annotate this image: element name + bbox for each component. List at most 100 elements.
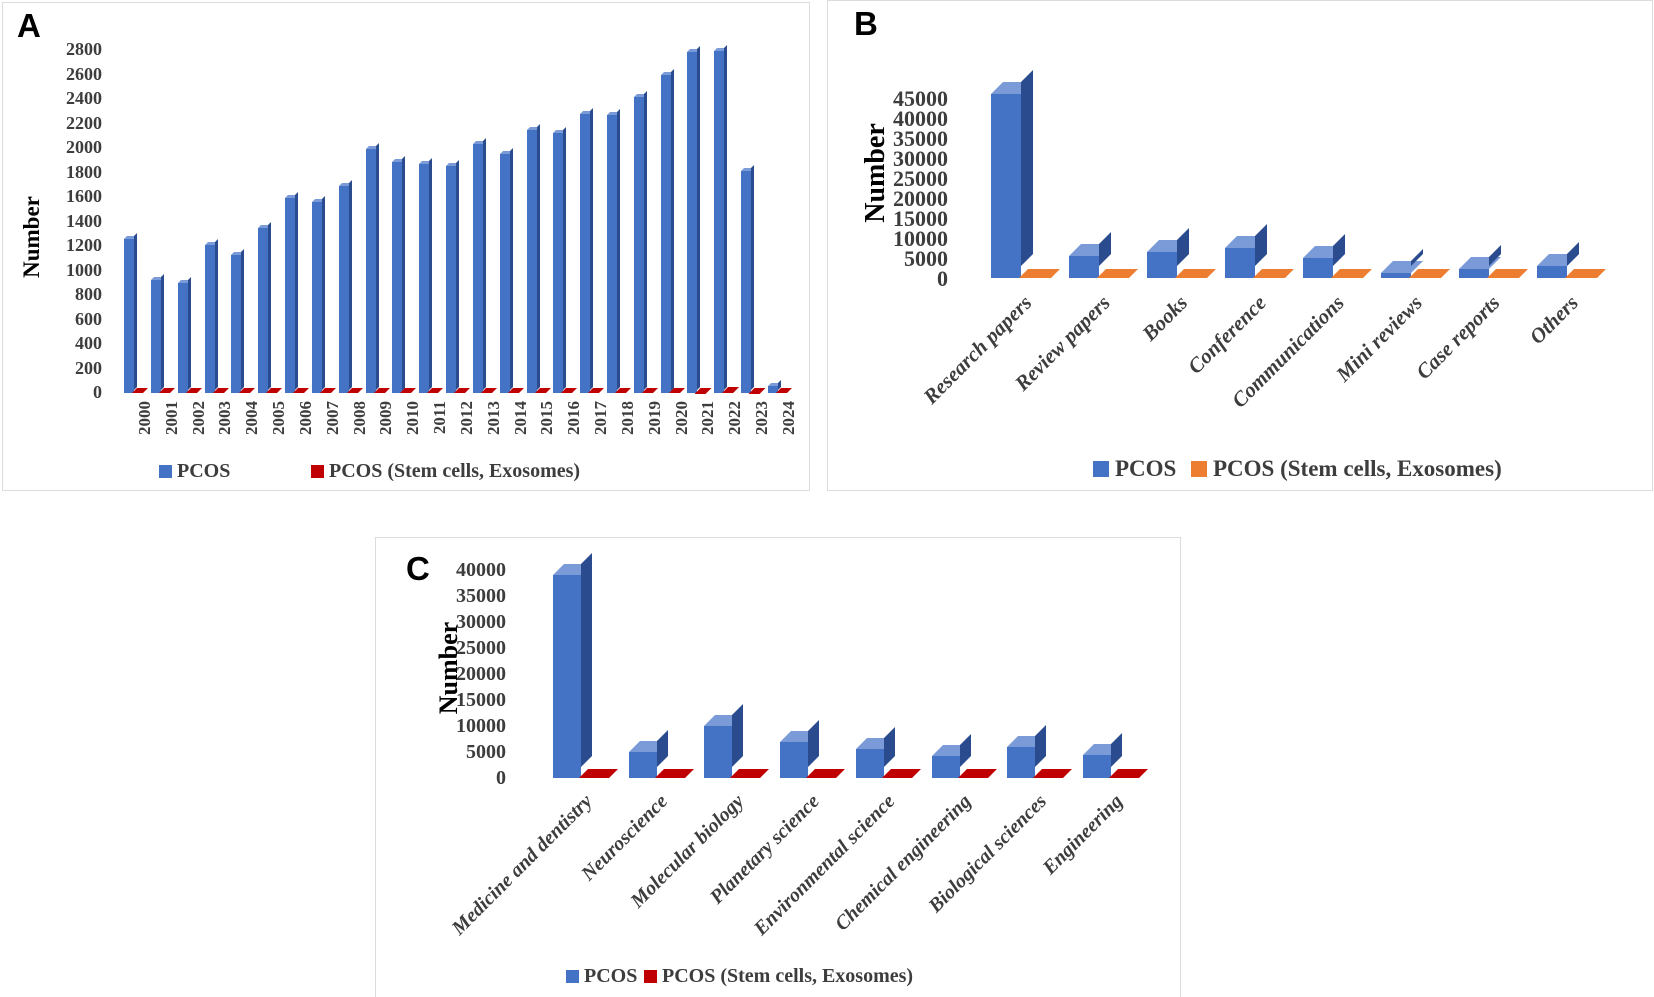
bar-pcos <box>124 232 137 393</box>
y-tick-label: 5000 <box>904 246 948 271</box>
y-tick-label: 25000 <box>456 637 506 659</box>
bar-pcos <box>258 221 272 393</box>
y-tick-label: 0 <box>93 382 102 402</box>
y-tick-label: 30000 <box>456 611 506 633</box>
bar-stem <box>957 769 997 778</box>
bar-pcos <box>660 68 674 393</box>
legend-label-stem: PCOS (Stem cells, Exosomes) <box>1213 456 1502 481</box>
y-tick-label: 5000 <box>466 741 506 763</box>
bar-stem <box>239 388 256 393</box>
bar-pcos <box>285 192 298 393</box>
bar-stem <box>1019 269 1060 278</box>
panel-c: C Number 0 5000 10000 15000 20000 25000 30000 3… <box>375 537 1181 997</box>
legend-label-pcos: PCOS <box>584 965 638 987</box>
legend-swatch-pcos <box>1093 460 1109 477</box>
bar-pcos <box>606 108 620 393</box>
bar-stem <box>730 769 770 778</box>
bar-pcos <box>1147 228 1189 278</box>
bar-pcos <box>499 148 513 393</box>
bar-stem <box>1331 269 1372 278</box>
y-tick-label: 25000 <box>893 166 948 191</box>
bar-pcos <box>553 553 592 778</box>
bar-pcos <box>633 90 647 393</box>
y-tick-label: 20000 <box>456 663 506 685</box>
bar-pcos <box>392 155 406 393</box>
bar-pcos <box>1225 224 1267 278</box>
y-tick-label: 0 <box>496 767 506 789</box>
bar-stem <box>1409 269 1450 278</box>
y-tick-label: 2000 <box>66 137 102 157</box>
y-tick-label: 1000 <box>66 259 102 280</box>
bar-pcos <box>1537 242 1579 278</box>
legend-label-stem: PCOS (Stem cells, Exosomes) <box>662 965 914 987</box>
bar-pcos <box>767 379 781 393</box>
bar-stem <box>1565 269 1606 278</box>
legend-swatch-pcos <box>566 969 579 983</box>
bar-stem <box>775 388 792 393</box>
y-tick-label: 400 <box>75 333 102 353</box>
bar-stem <box>561 388 578 393</box>
y-tick-label: 30000 <box>893 146 948 171</box>
y-tick-label: 2800 <box>66 39 102 59</box>
y-tick-label: 45000 <box>893 86 948 111</box>
legend-label-stem: PCOS (Stem cells, Exosomes) <box>329 460 581 482</box>
bar-stem <box>1487 269 1528 278</box>
bar-stem <box>579 769 618 778</box>
bar-pcos <box>1381 248 1423 278</box>
bar-stem <box>881 769 921 778</box>
bar-pcos <box>472 138 486 393</box>
legend-swatch-stem <box>1191 460 1207 477</box>
panel-b-label: B <box>854 5 878 42</box>
bar-stem <box>427 388 444 393</box>
bar-stem <box>614 388 631 393</box>
bar-stem <box>1033 769 1073 778</box>
legend-swatch-pcos <box>159 464 172 478</box>
bar-stem <box>454 388 470 393</box>
y-tick-label: 1600 <box>66 186 102 206</box>
bar-stem <box>400 388 417 393</box>
y-tick-label: 40000 <box>893 106 948 131</box>
panel-c-label: C <box>406 550 430 587</box>
bar-stem <box>293 388 309 393</box>
bar-stem <box>588 388 605 393</box>
y-tick-label: 2400 <box>66 88 102 108</box>
bar-pcos <box>204 238 218 393</box>
bar-pcos <box>419 157 433 393</box>
panel-c-legend-pcos: PCOS <box>566 966 637 986</box>
panel-a-label: A <box>17 7 41 44</box>
y-tick-label: 20000 <box>893 186 948 211</box>
bar-pcos <box>714 45 728 393</box>
bar-pcos <box>177 276 191 394</box>
bar-pcos <box>741 165 755 393</box>
y-tick-label: 0 <box>937 266 948 291</box>
panel-c-legend-stem: PCOS (Stem cells, Exosomes) <box>644 966 913 986</box>
panel-a-legend-pcos: PCOS <box>159 461 230 481</box>
panel-a: A Number 0 200 400 600 800 1000 1200 1400 1600 18… <box>2 2 810 491</box>
panel-b-legend-pcos: PCOS <box>1093 457 1176 480</box>
bar-stem <box>266 388 283 393</box>
bar-stem <box>1175 269 1216 278</box>
y-tick-label: 15000 <box>456 689 506 711</box>
bar-stem <box>654 769 694 778</box>
y-tick-label: 1400 <box>66 210 102 231</box>
bar-pcos <box>991 70 1033 278</box>
bar-pcos <box>628 730 668 778</box>
y-tick-label: 40000 <box>456 559 506 581</box>
bar-pcos <box>931 734 971 778</box>
panel-b: B Number 0 5000 10000 15000 20000 25000 30000 3… <box>827 0 1653 491</box>
y-tick-label: 2200 <box>66 112 102 133</box>
legend-swatch-stem <box>311 464 324 478</box>
y-tick-label: 200 <box>75 357 102 378</box>
bar-pcos <box>1459 245 1501 278</box>
legend-label-pcos: PCOS <box>177 460 231 482</box>
y-tick-label: 35000 <box>456 585 506 607</box>
y-tick-label: 10000 <box>456 715 506 737</box>
bar-pcos <box>150 274 164 393</box>
bar-pcos <box>446 160 459 393</box>
bar-pcos <box>338 180 352 393</box>
bar-stem <box>1253 269 1294 278</box>
legend-swatch-stem <box>644 969 657 983</box>
bar-pcos <box>365 143 379 393</box>
y-tick-label: 2600 <box>66 63 102 84</box>
